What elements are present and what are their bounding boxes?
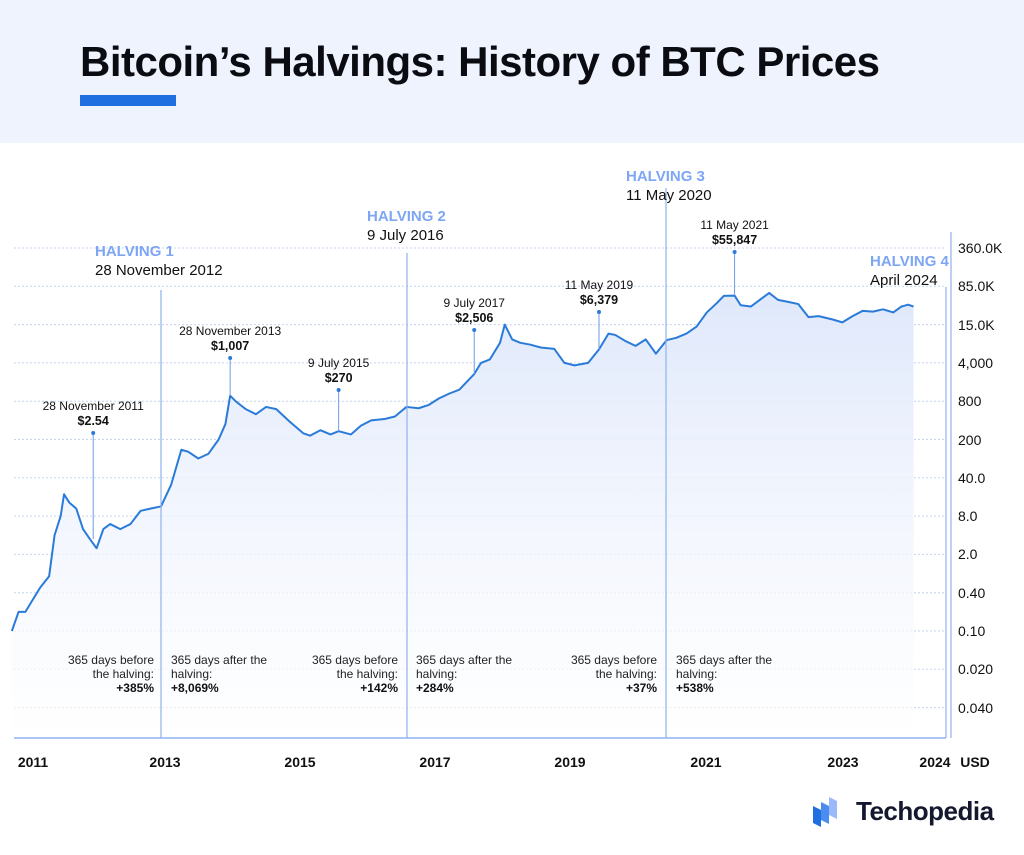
halving-date: April 2024 <box>870 272 938 289</box>
halving-change-note: 365 days after the halving: +538% <box>676 653 776 695</box>
note-text: 365 days after the halving: <box>416 653 513 681</box>
note-value: +284% <box>416 681 454 695</box>
annotation-label: 28 November 2013 $1,007 <box>179 324 281 354</box>
annotation-dot <box>336 388 341 392</box>
halving-date: 9 July 2016 <box>367 227 444 244</box>
annotation-dot <box>91 431 96 435</box>
halving-date: 28 November 2012 <box>95 262 223 279</box>
note-value: +37% <box>625 681 657 695</box>
annotation-price: $2.54 <box>77 414 109 428</box>
x-tick-label: 2021 <box>690 754 722 770</box>
y-tick-label: 40.0 <box>958 469 986 486</box>
annotation-label: 11 May 2021 $55,847 <box>700 218 769 248</box>
y-tick-label: 0.10 <box>958 623 986 639</box>
halving-title: HALVING 2 <box>367 208 446 225</box>
y-tick-label: 4,000 <box>958 354 994 371</box>
annotation-price: $6,379 <box>579 293 619 307</box>
annotation-dot <box>596 310 601 314</box>
y-tick-label: 0.040 <box>958 699 994 716</box>
halving-change-note: 365 days before the halving: +142% <box>298 653 398 695</box>
y-tick-label: 0.020 <box>958 661 994 678</box>
y-tick-label: 0.40 <box>958 584 986 601</box>
annotation-price: $55,847 <box>711 233 758 247</box>
annotation-label: 28 November 2011 $2.54 <box>43 399 144 429</box>
y-tick-label: 2.0 <box>958 546 978 563</box>
note-text: 365 days before the halving: <box>570 653 657 681</box>
y-tick-label: 360.0K <box>958 240 1003 256</box>
x-tick-label: 2019 <box>554 754 586 770</box>
note-text: 365 days before the halving: <box>67 653 154 681</box>
annotation-date: 9 July 2015 <box>307 356 370 370</box>
annotation-dot <box>732 250 737 254</box>
note-value: +8,069% <box>171 681 219 695</box>
note-value: +142% <box>360 681 398 695</box>
price-area <box>11 292 914 738</box>
annotation-price: $2,506 <box>455 311 494 325</box>
annotation-label: 11 May 2019 $6,379 <box>565 278 634 308</box>
x-tick-label: 2011 <box>17 754 49 770</box>
annotation-price: $1,007 <box>211 339 250 353</box>
x-tick-label: 2017 <box>419 754 451 770</box>
brand-name: Techopedia <box>856 796 994 826</box>
annotation-dot <box>472 328 477 332</box>
y-tick-label: 85.0K <box>958 278 995 295</box>
x-tick-label: 2013 <box>149 754 181 770</box>
halving-change-note: 365 days before the halving: +385% <box>54 653 154 695</box>
techopedia-logo: Techopedia <box>812 796 994 827</box>
price-line <box>10 291 914 632</box>
annotation-label: 9 July 2017 $2,506 <box>444 296 505 326</box>
halving-title: HALVING 3 <box>626 168 705 185</box>
y-unit-label: USD <box>960 754 990 770</box>
halving-label: HALVING 2 9 July 2016 <box>367 207 446 245</box>
halving-label: HALVING 4 April 2024 <box>870 252 949 290</box>
note-text: 365 days after the halving: <box>676 653 773 681</box>
note-text: 365 days after the halving: <box>171 653 268 681</box>
halving-change-note: 365 days after the halving: +8,069% <box>171 653 271 695</box>
note-value: +538% <box>676 681 714 695</box>
halving-change-note: 365 days before the halving: +37% <box>557 653 657 695</box>
y-tick-label: 15.0K <box>958 316 995 333</box>
techopedia-logo-icon <box>813 796 837 827</box>
header: Bitcoin’s Halvings: History of BTC Price… <box>0 0 1024 143</box>
x-tick-label: 2023 <box>827 754 859 770</box>
y-tick-label: 8.0 <box>958 508 978 525</box>
x-tick-label: 2015 <box>284 754 316 770</box>
annotation-dot <box>228 356 233 360</box>
title-underline <box>80 95 176 106</box>
halving-date: 11 May 2020 <box>626 187 712 204</box>
halving-title: HALVING 1 <box>95 243 174 260</box>
page-title: Bitcoin’s Halvings: History of BTC Price… <box>80 38 880 85</box>
halving-label: HALVING 1 28 November 2012 <box>95 242 223 280</box>
annotation-date: 28 November 2013 <box>179 324 282 338</box>
annotation-label: 9 July 2015 $270 <box>308 356 369 386</box>
annotation-date: 9 July 2017 <box>443 296 505 310</box>
halving-change-note: 365 days after the halving: +284% <box>416 653 516 695</box>
halving-title: HALVING 4 <box>870 253 949 270</box>
note-text: 365 days before the halving: <box>311 653 398 681</box>
annotation-date: 11 May 2021 <box>700 218 769 232</box>
annotation-date: 28 November 2011 <box>42 399 144 413</box>
annotation-date: 11 May 2019 <box>564 278 634 292</box>
y-tick-label: 800 <box>958 393 982 410</box>
y-tick-label: 200 <box>958 431 982 448</box>
x-tick-label: 2024 <box>919 754 951 770</box>
halving-label: HALVING 3 11 May 2020 <box>626 167 712 205</box>
annotation-price: $270 <box>324 371 353 385</box>
note-value: +385% <box>116 681 154 695</box>
